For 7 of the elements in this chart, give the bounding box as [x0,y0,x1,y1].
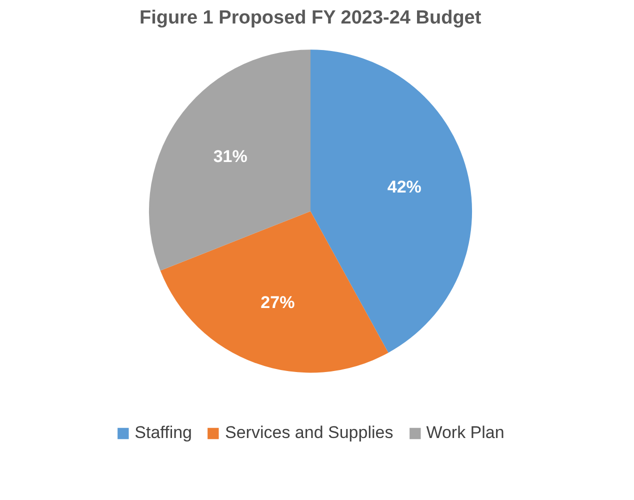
chart-title: Figure 1 Proposed FY 2023-24 Budget [139,8,482,28]
data-label: 42% [387,178,422,197]
legend-label: Work Plan [426,423,504,443]
data-label: 27% [260,292,295,312]
data-label: 31% [213,147,248,166]
legend-label: Staffing [134,423,192,443]
legend-label: Services and Supplies [225,423,394,443]
